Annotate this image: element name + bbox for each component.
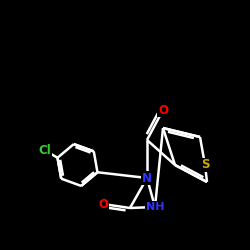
Text: Cl: Cl — [38, 144, 51, 157]
Text: O: O — [98, 198, 108, 210]
Text: N: N — [142, 172, 152, 184]
Text: O: O — [158, 104, 168, 117]
Text: NH: NH — [146, 202, 164, 212]
Text: S: S — [201, 158, 209, 172]
